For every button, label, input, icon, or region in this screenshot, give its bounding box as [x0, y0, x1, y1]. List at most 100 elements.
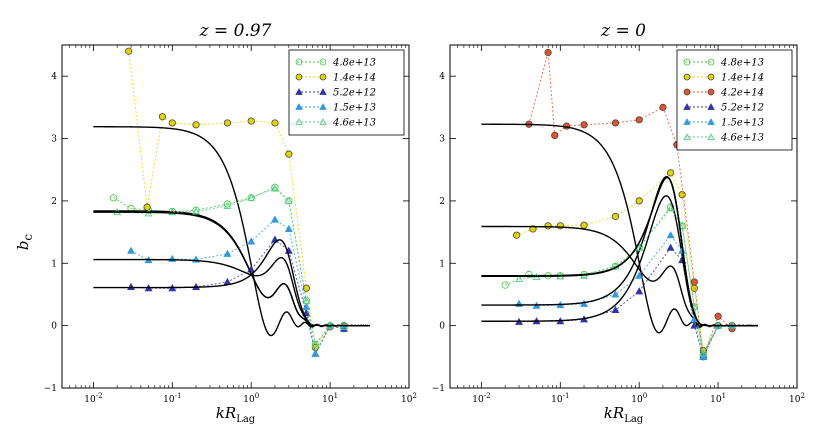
data-point: [223, 249, 232, 257]
x-tick-label: 10-2: [472, 392, 490, 405]
legend-marker: [295, 118, 303, 125]
data-point: [247, 237, 256, 245]
legend-marker: [683, 88, 691, 96]
model-curve: [93, 256, 370, 327]
data-point: [635, 116, 643, 124]
data-point: [192, 121, 200, 129]
model-curve: [481, 176, 758, 327]
chart-title: z = 0: [600, 21, 646, 41]
data-point: [690, 278, 698, 286]
legend-marker: [683, 133, 691, 140]
data-point: [501, 281, 509, 289]
data-point: [556, 222, 564, 230]
legend-marker: [295, 88, 303, 95]
y-tick-label: 4: [439, 72, 445, 82]
data-point: [127, 282, 136, 290]
y-tick-label: 3: [439, 135, 445, 145]
chart-title: z = 0.97: [199, 21, 272, 41]
data-point: [513, 231, 521, 239]
model-curve: [93, 210, 370, 327]
legend: 4.8e+13 1.4e+14 5.2e+12 1.5e+13 4.6e+13: [288, 49, 405, 136]
data-point: [223, 119, 232, 127]
data-point: [285, 150, 293, 158]
legend-entry-1.4e+14: 1.4e+14: [683, 73, 764, 84]
model-curve: [93, 126, 370, 337]
legend-entry-1.5e+13: 1.5e+13: [295, 103, 376, 114]
legend-marker: [295, 103, 303, 110]
legend-label: 1.4e+14: [333, 73, 376, 84]
plot-area: [481, 48, 758, 361]
legend-marker: [707, 103, 715, 110]
legend-label: 4.8e+13: [720, 58, 764, 69]
data-point: [666, 203, 675, 211]
y-tick-label: 3: [51, 135, 57, 145]
series-line: [130, 218, 344, 356]
legend-label: 1.5e+13: [721, 118, 764, 129]
data-point: [311, 349, 320, 357]
legend-label: 4.8e+13: [332, 58, 376, 69]
chart-panel-1: z = 0.97 10-2 10-1 100 101 102 −1 0 1 2 3 4 kRLag 4.8…: [44, 21, 417, 425]
data-point: [666, 243, 675, 251]
series-5.2e+12: [93, 235, 370, 357]
plot-area: [93, 47, 370, 357]
data-point: [635, 197, 643, 205]
y-tick-label: 0: [51, 322, 57, 332]
data-point: [223, 201, 232, 209]
data-point: [247, 117, 255, 125]
data-point: [544, 48, 552, 57]
y-axis-title-main: bc: [14, 234, 35, 251]
data-point: [659, 103, 667, 111]
legend-marker: [707, 118, 715, 125]
data-point: [580, 221, 588, 229]
x-tick-label: 10-2: [84, 392, 102, 405]
legend-entry-4.6e+13: 4.6e+13: [683, 133, 764, 144]
x-tick-label: 100: [631, 392, 647, 405]
series-4.8e+13: [93, 183, 370, 348]
legend-marker: [707, 58, 715, 66]
x-tick-label: 10-1: [163, 392, 181, 405]
data-point: [635, 243, 644, 251]
legend-marker: [707, 73, 715, 81]
legend-marker: [319, 73, 327, 81]
data-point: [284, 196, 293, 204]
y-tick-label: −1: [44, 384, 57, 394]
legend-label: 4.6e+13: [720, 133, 764, 144]
legend-label: 5.2e+12: [333, 88, 376, 99]
model-curve: [481, 175, 758, 327]
axes-frame: [61, 44, 410, 389]
legend-label: 4.6e+13: [332, 118, 376, 129]
data-point: [580, 299, 589, 307]
data-point: [340, 322, 348, 330]
y-tick-label: 2: [51, 197, 57, 207]
data-point: [678, 221, 687, 229]
legend-marker: [683, 73, 691, 81]
series-1.5e+13: [481, 175, 758, 360]
legend-frame: [288, 49, 405, 136]
legend-marker: [707, 133, 715, 140]
data-point: [611, 262, 620, 270]
data-point: [611, 119, 620, 127]
data-point: [302, 296, 311, 304]
series-line: [519, 246, 732, 359]
data-point: [158, 113, 167, 121]
data-point: [551, 131, 559, 140]
series-line: [117, 187, 345, 346]
data-point: [168, 208, 177, 216]
data-point: [714, 312, 722, 320]
data-point: [192, 207, 201, 215]
legend-entry-4.2e+14: 4.2e+14: [683, 88, 764, 99]
data-point: [666, 169, 675, 177]
series-5.2e+12: [481, 195, 758, 360]
data-point: [109, 194, 118, 202]
legend-label: 1.5e+13: [333, 103, 376, 114]
data-point: [271, 119, 279, 127]
data-point: [270, 215, 279, 223]
series-line: [131, 238, 345, 356]
legend-marker: [683, 58, 691, 66]
data-point: [302, 284, 310, 292]
legend-marker: [683, 118, 691, 125]
data-point: [168, 119, 176, 127]
axes-frame: [449, 44, 798, 389]
data-point: [515, 274, 524, 282]
